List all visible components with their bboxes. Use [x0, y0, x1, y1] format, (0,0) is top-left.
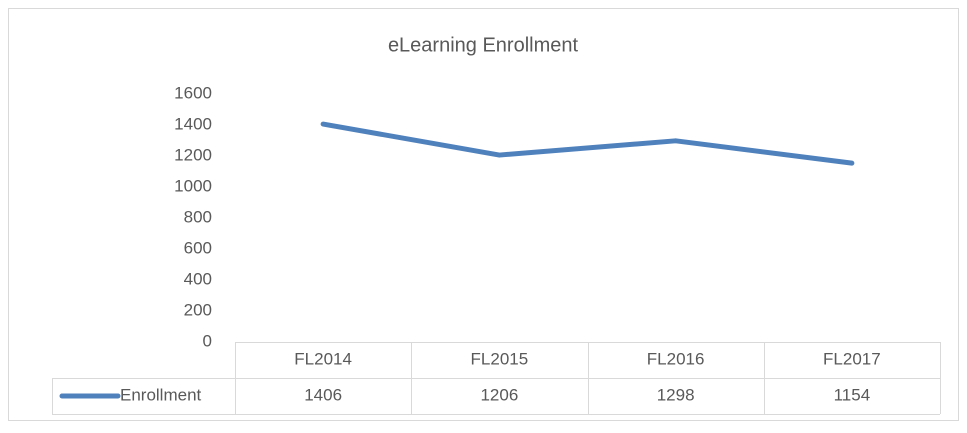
- x-tick-label: FL2016: [647, 349, 705, 368]
- y-tick-label: 1000: [174, 176, 212, 195]
- y-tick-label: 1200: [174, 145, 212, 164]
- table-value: 1206: [480, 385, 518, 404]
- x-tick-label: FL2017: [823, 349, 881, 368]
- x-tick-label: FL2014: [294, 349, 352, 368]
- table-value: 1298: [657, 385, 695, 404]
- chart-border: [8, 8, 959, 421]
- legend-label: Enrollment: [120, 385, 202, 404]
- y-tick-label: 400: [184, 269, 212, 288]
- y-tick-label: 200: [184, 300, 212, 319]
- chart-title: eLearning Enrollment: [388, 34, 579, 56]
- y-tick-label: 1600: [174, 83, 212, 102]
- table-value: 1406: [304, 385, 342, 404]
- line-series: [320, 121, 855, 166]
- y-tick-label: 600: [184, 238, 212, 257]
- y-tick-label: 800: [184, 207, 212, 226]
- x-tick-label: FL2015: [471, 349, 529, 368]
- table-value: 1154: [834, 385, 871, 404]
- y-tick-label: 0: [203, 331, 212, 350]
- y-tick-label: 1400: [174, 114, 212, 133]
